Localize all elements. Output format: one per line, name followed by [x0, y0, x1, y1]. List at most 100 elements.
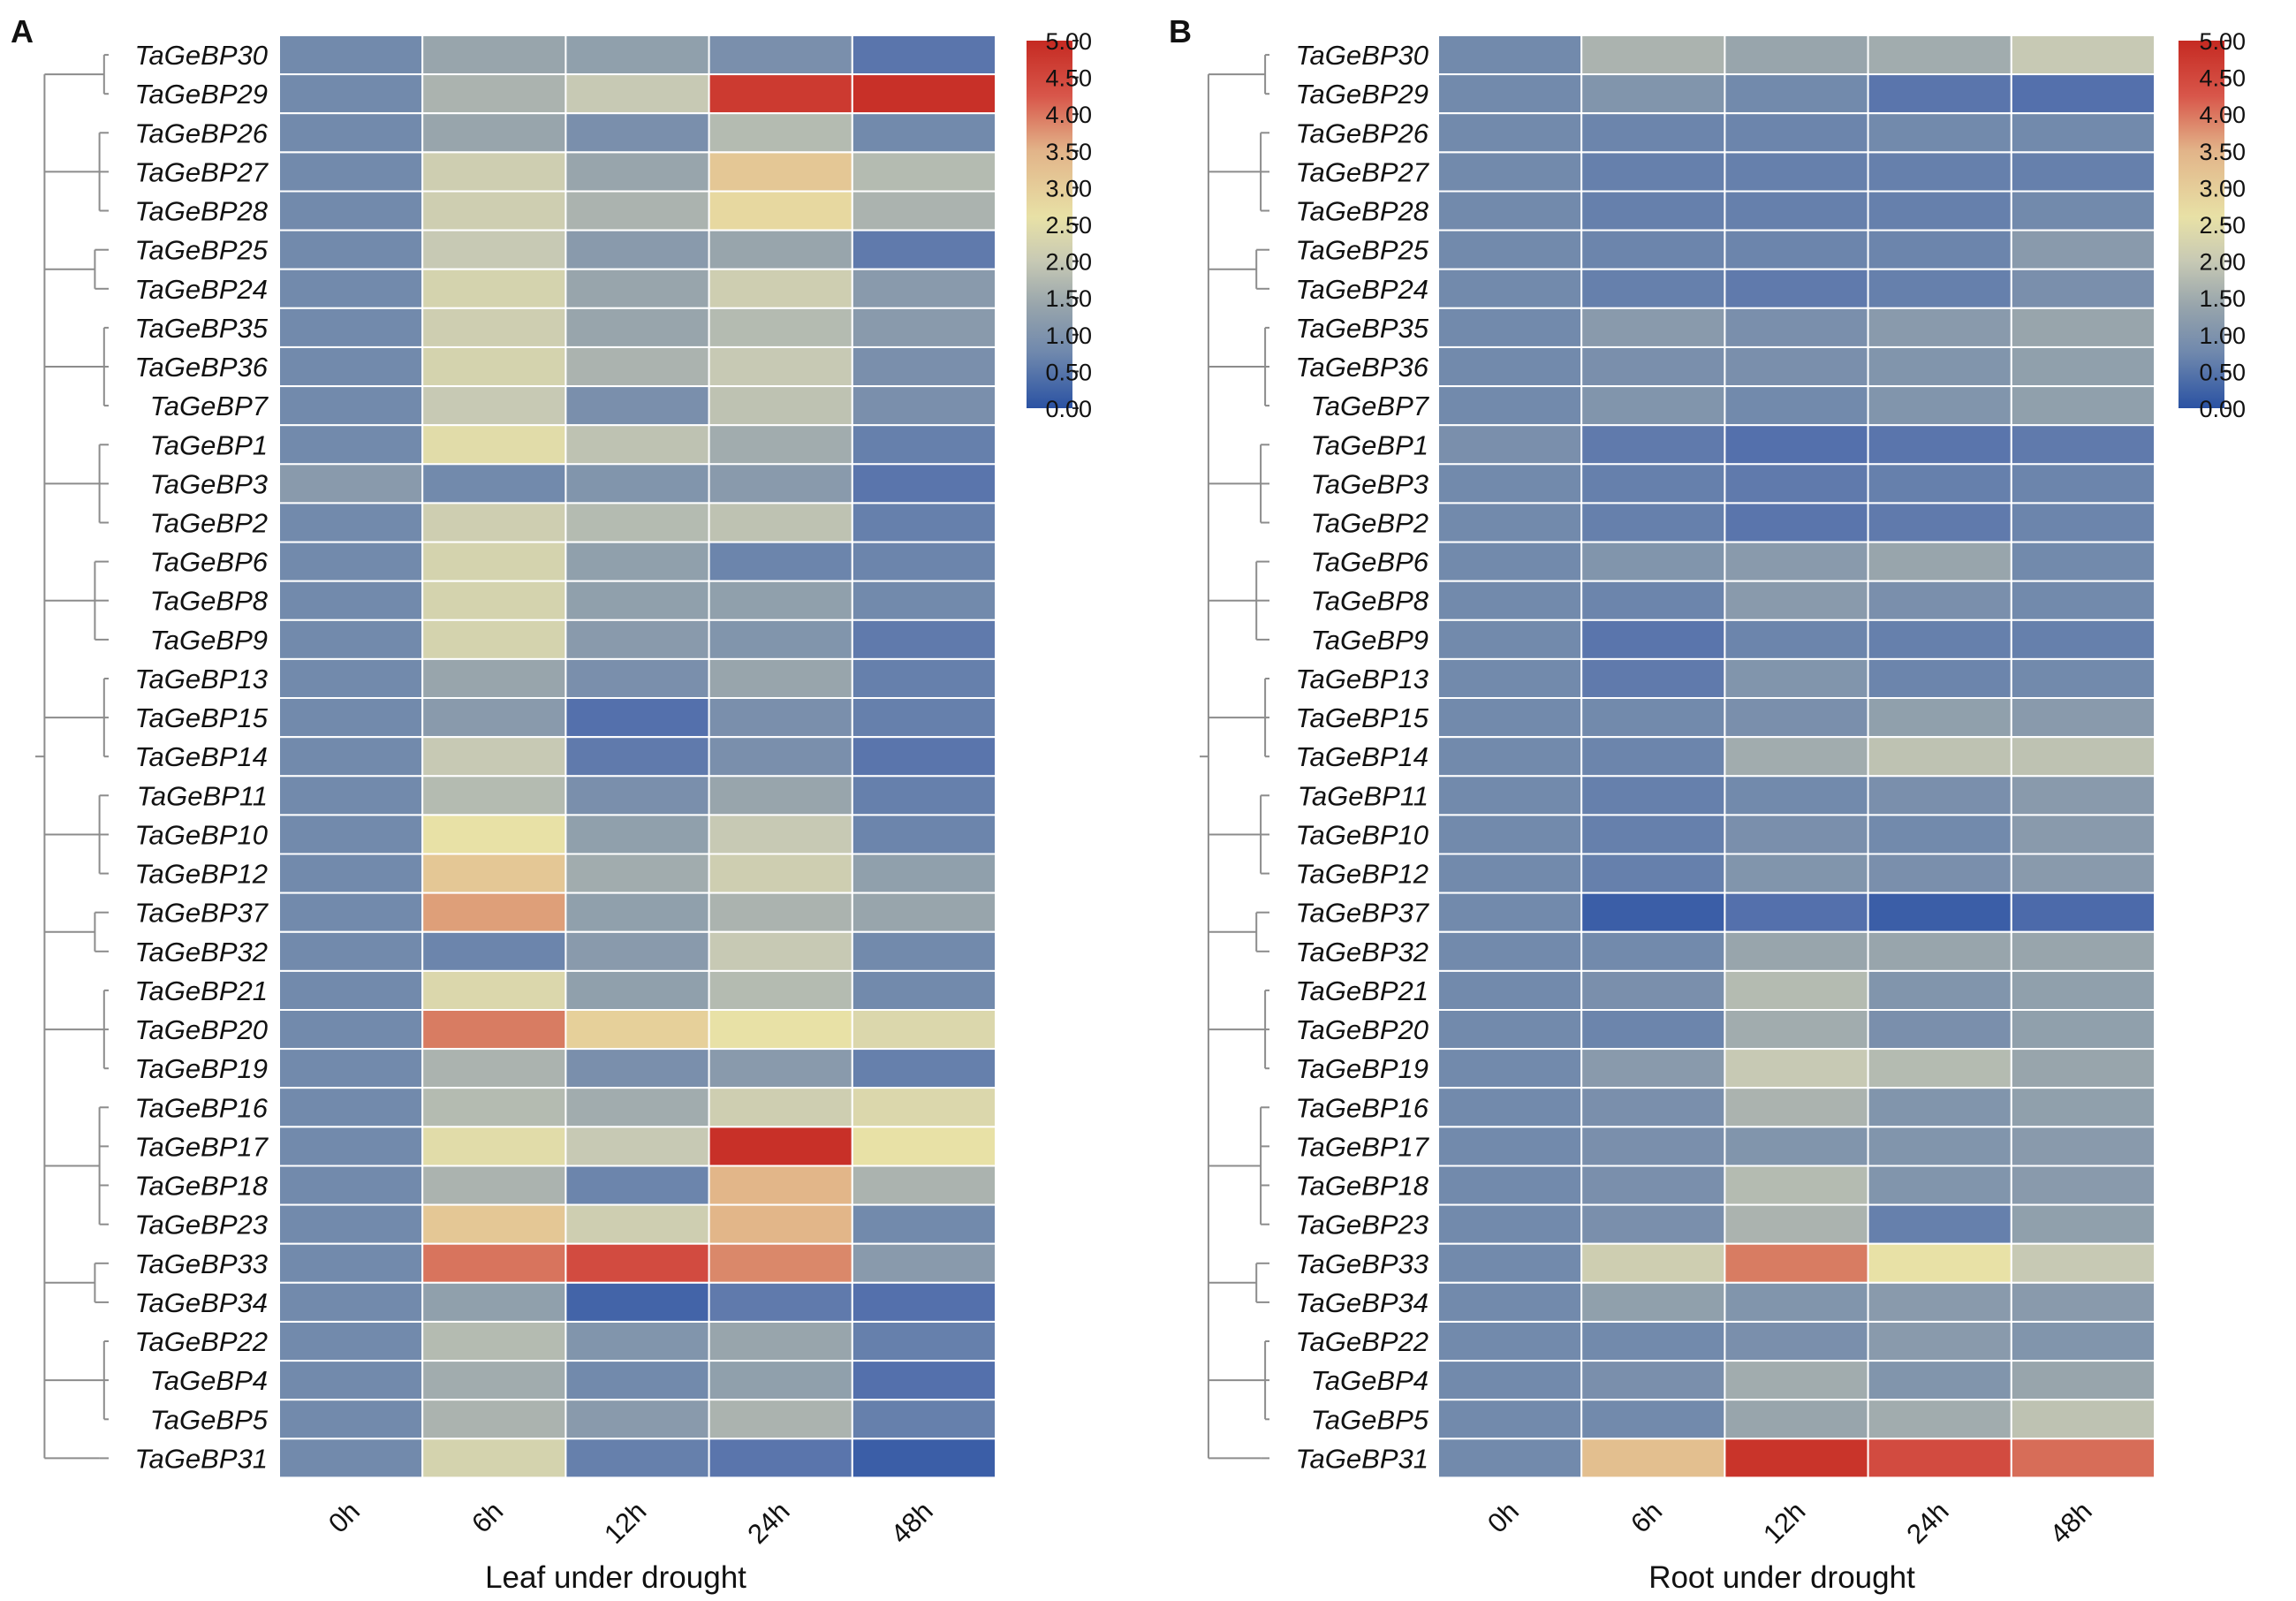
- heatmap-cell: [421, 463, 567, 505]
- gene-label: TaGeBP33: [1295, 1248, 1428, 1279]
- gene-label: TaGeBP9: [1311, 625, 1428, 656]
- heatmap-cell: [1724, 34, 1869, 76]
- colorbar-tick-label: 4.50: [2199, 65, 2246, 92]
- heatmap-cell: [1724, 1242, 1869, 1284]
- gene-label: TaGeBP37: [1295, 898, 1429, 929]
- heatmap-cell: [421, 736, 567, 778]
- gene-label: TaGeBP27: [1295, 156, 1429, 187]
- heatmap-cell: [1580, 1009, 1726, 1051]
- heatmap-cell: [1437, 151, 1583, 193]
- time-label: 12h: [1757, 1496, 1811, 1550]
- heatmap-cell: [851, 892, 996, 933]
- heatmap-cell: [708, 1203, 853, 1245]
- heatmap-cell: [1724, 1321, 1869, 1362]
- heatmap-cell: [1867, 307, 2012, 348]
- heatmap-cell: [708, 229, 853, 270]
- gene-label: TaGeBP28: [1295, 196, 1428, 227]
- x-axis-title-a: Leaf under drought: [485, 1560, 746, 1595]
- heatmap-cell: [851, 268, 996, 309]
- heatmap-cell: [1867, 424, 2012, 466]
- colorbar-tick-label: 2.00: [2199, 249, 2246, 276]
- heatmap-cell: [1724, 268, 1869, 309]
- heatmap-cell: [1580, 1399, 1726, 1440]
- colorbar-gradient: [2179, 41, 2224, 408]
- heatmap-cell: [278, 1242, 424, 1284]
- heatmap-cell: [421, 1087, 567, 1128]
- gene-label: TaGeBP8: [1311, 586, 1429, 617]
- heatmap-cell: [278, 112, 424, 154]
- heatmap-cell: [708, 736, 853, 778]
- heatmap-cell: [1867, 580, 2012, 621]
- colorbar-tick-label: 3.00: [2199, 175, 2246, 201]
- heatmap-cell: [1580, 1203, 1726, 1245]
- heatmap-cell: [1437, 930, 1583, 972]
- gene-label: TaGeBP29: [134, 79, 268, 110]
- heatmap-cell: [1724, 1009, 1869, 1051]
- heatmap-cell: [565, 618, 710, 660]
- heatmap-cell: [1437, 892, 1583, 933]
- heatmap-cell: [1437, 580, 1583, 621]
- time-label: 12h: [598, 1496, 652, 1550]
- heatmap-cell: [1867, 892, 2012, 933]
- heatmap-cell: [421, 657, 567, 700]
- gene-label: TaGeBP2: [1311, 508, 1428, 539]
- heatmap-cell: [1580, 930, 1726, 972]
- heatmap-cell: [1724, 424, 1869, 466]
- heatmap-cell: [1724, 73, 1869, 115]
- heatmap-cell: [421, 1281, 567, 1323]
- gene-label: TaGeBP10: [134, 820, 268, 851]
- gene-label: TaGeBP16: [1295, 1092, 1428, 1123]
- colorbar-b: 5.00 4.50 4.00 3.50 3.00 2.50 2.00 1.50 1.00 0.50…: [2179, 28, 2246, 422]
- heatmap-cell: [565, 73, 710, 115]
- heatmap-cell: [1437, 1399, 1583, 1440]
- dendrogram-b: [1200, 54, 1269, 1460]
- heatmap-cell: [278, 814, 424, 855]
- heatmap-cell: [708, 463, 853, 505]
- heatmap-cell: [278, 892, 424, 933]
- heatmap-cell: [565, 1321, 710, 1362]
- heatmap-cell: [708, 892, 853, 933]
- heatmap-cell: [565, 1242, 710, 1284]
- heatmap-cell: [421, 1165, 567, 1206]
- heatmap-cell: [2010, 1281, 2156, 1323]
- heatmap-cell: [1867, 73, 2012, 115]
- heatmap-cell: [851, 463, 996, 505]
- colorbar-tick-label: 4.00: [1045, 102, 1092, 128]
- heatmap-cell: [1724, 151, 1869, 193]
- heatmap-cell: [1724, 814, 1869, 855]
- colorbar-tick-label: 5.00: [2199, 28, 2246, 55]
- heatmap-cell: [278, 736, 424, 778]
- heatmap-cell: [1867, 1438, 2012, 1479]
- heatmap-cell: [2010, 736, 2156, 778]
- heatmap-cell: [1724, 1048, 1869, 1089]
- heatmap-cell: [1437, 307, 1583, 348]
- heatmap-cell: [2010, 618, 2156, 660]
- heatmap-cell: [1867, 463, 2012, 505]
- gene-label: TaGeBP21: [134, 975, 268, 1006]
- gene-label: TaGeBP22: [134, 1326, 268, 1357]
- heatmap-cell: [1437, 697, 1583, 739]
- heatmap-cell: [1580, 502, 1726, 543]
- heatmap-cell: [1437, 229, 1583, 270]
- heatmap-cell: [1724, 775, 1869, 816]
- heatmap-cell: [421, 580, 567, 621]
- gene-label: TaGeBP32: [1295, 937, 1428, 967]
- heatmap-cell: [2010, 1165, 2156, 1206]
- heatmap-cell: [421, 618, 567, 660]
- heatmap-cell: [278, 346, 424, 388]
- heatmap-cell: [851, 1048, 996, 1089]
- heatmap-cell: [1724, 853, 1869, 894]
- heatmap-cell: [708, 112, 853, 154]
- gene-label: TaGeBP5: [150, 1404, 269, 1435]
- heatmap-cell: [1724, 1087, 1869, 1128]
- heatmap-cell: [708, 73, 853, 115]
- heatmap-cell: [1437, 34, 1583, 76]
- heatmap-cell: [565, 385, 710, 427]
- heatmap-cell: [2010, 1399, 2156, 1440]
- heatmap-cell: [1724, 1281, 1869, 1323]
- heatmap-cell: [2010, 385, 2156, 427]
- heatmap-cell: [421, 814, 567, 855]
- gene-label: TaGeBP19: [134, 1053, 268, 1084]
- heatmap-cell: [851, 34, 996, 76]
- heatmap-cell: [1437, 73, 1583, 115]
